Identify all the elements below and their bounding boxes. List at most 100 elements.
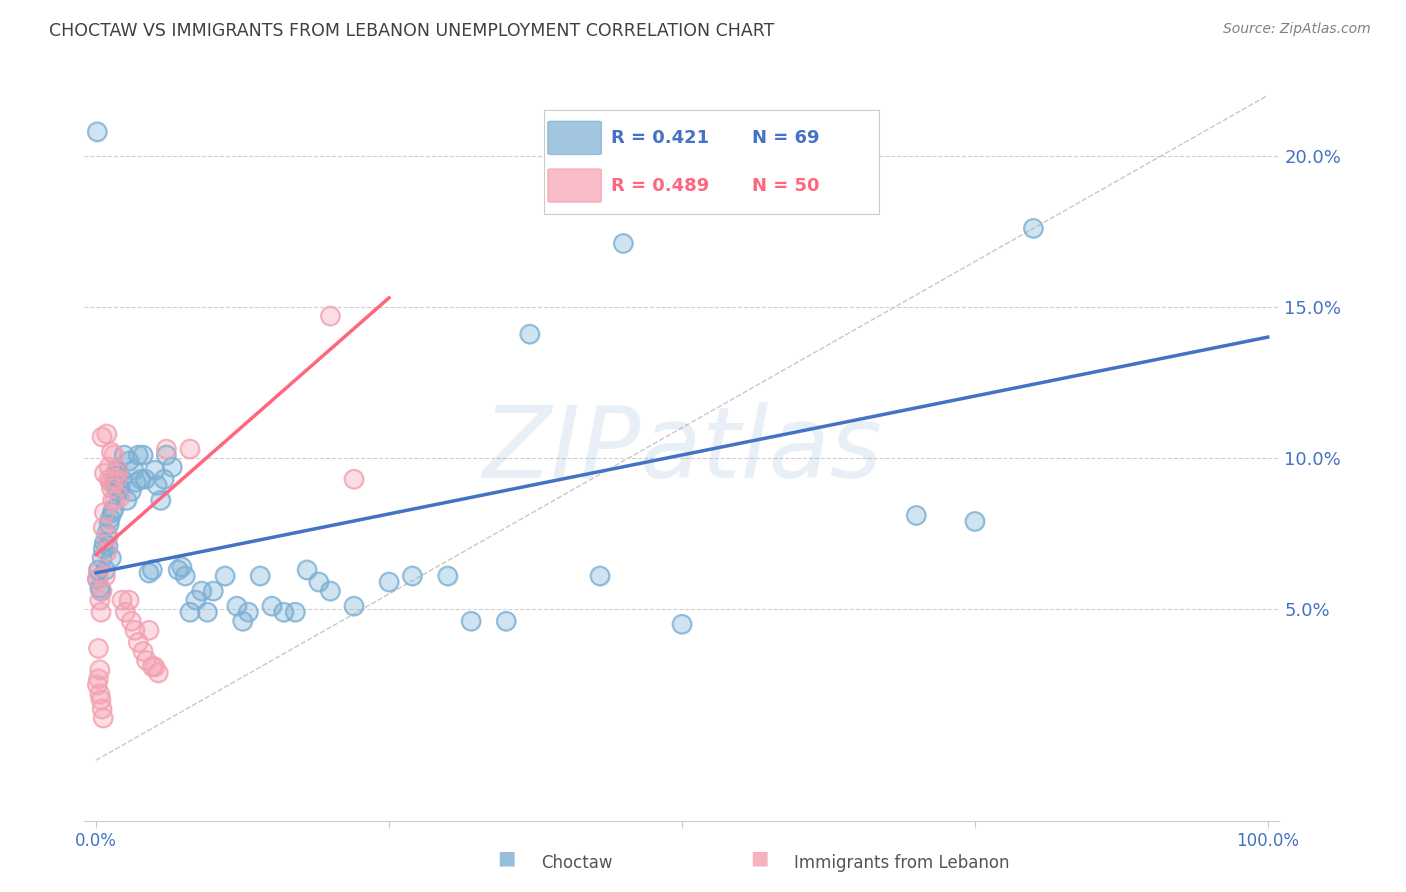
- Point: [146, 478, 169, 492]
- Point: [97, 539, 120, 553]
- Point: [90, 702, 114, 716]
- Text: ■: ■: [496, 849, 516, 868]
- Point: [319, 309, 342, 323]
- Point: [155, 448, 177, 462]
- Point: [138, 624, 160, 638]
- Point: [138, 566, 160, 580]
- Point: [202, 584, 225, 599]
- Point: [190, 584, 212, 599]
- Point: [90, 550, 114, 565]
- Point: [125, 475, 148, 490]
- Point: [105, 472, 128, 486]
- Point: [104, 478, 127, 492]
- Point: [97, 530, 120, 544]
- Point: [105, 466, 127, 480]
- Point: [105, 469, 127, 483]
- Point: [107, 463, 129, 477]
- Point: [149, 493, 172, 508]
- Point: [104, 493, 127, 508]
- Point: [184, 593, 207, 607]
- Point: [401, 569, 423, 583]
- Point: [170, 559, 193, 574]
- Point: [91, 541, 114, 556]
- Point: [495, 614, 517, 628]
- Point: [589, 569, 612, 583]
- Point: [519, 327, 541, 342]
- Point: [132, 644, 155, 658]
- Point: [115, 493, 138, 508]
- Point: [225, 599, 247, 613]
- Point: [162, 460, 183, 475]
- Point: [132, 448, 155, 462]
- Point: [97, 530, 120, 544]
- Point: [127, 448, 149, 462]
- Point: [114, 605, 136, 619]
- Point: [91, 520, 114, 534]
- Point: [343, 599, 366, 613]
- Point: [343, 472, 366, 486]
- Point: [125, 475, 148, 490]
- Point: [103, 502, 125, 516]
- Point: [86, 572, 108, 586]
- Point: [98, 472, 120, 486]
- Point: [86, 125, 108, 139]
- Point: [105, 463, 128, 477]
- Point: [127, 635, 149, 649]
- Point: [91, 520, 114, 534]
- Point: [90, 605, 112, 619]
- Point: [98, 460, 120, 475]
- Point: [90, 584, 112, 599]
- Text: Source: ZipAtlas.com: Source: ZipAtlas.com: [1223, 22, 1371, 37]
- Point: [91, 711, 114, 725]
- Point: [184, 593, 207, 607]
- Point: [308, 574, 330, 589]
- Point: [153, 472, 176, 486]
- Point: [671, 617, 693, 632]
- Point: [108, 481, 131, 495]
- Point: [107, 463, 129, 477]
- Point: [378, 574, 401, 589]
- Point: [214, 569, 236, 583]
- Point: [89, 687, 111, 701]
- Point: [129, 472, 152, 486]
- Point: [100, 481, 122, 495]
- Point: [120, 484, 142, 499]
- Point: [260, 599, 283, 613]
- Point: [963, 515, 986, 529]
- Text: ■: ■: [749, 849, 769, 868]
- Point: [162, 460, 183, 475]
- Point: [141, 563, 163, 577]
- Point: [127, 448, 149, 462]
- Point: [98, 511, 121, 525]
- Point: [93, 466, 115, 480]
- Point: [89, 687, 111, 701]
- Point: [179, 442, 201, 456]
- Point: [141, 563, 163, 577]
- Point: [138, 566, 160, 580]
- Point: [104, 493, 127, 508]
- Point: [519, 327, 541, 342]
- Point: [460, 614, 482, 628]
- Point: [273, 605, 295, 619]
- Point: [141, 659, 163, 673]
- Point: [153, 472, 176, 486]
- Point: [101, 493, 124, 508]
- Point: [174, 569, 197, 583]
- Point: [122, 463, 145, 477]
- Point: [98, 475, 121, 490]
- Point: [100, 550, 122, 565]
- Point: [103, 472, 125, 486]
- Point: [1022, 221, 1045, 235]
- Point: [179, 442, 201, 456]
- Point: [122, 463, 145, 477]
- Point: [111, 472, 134, 486]
- Point: [96, 526, 118, 541]
- Point: [295, 563, 318, 577]
- Point: [93, 505, 115, 519]
- Point: [124, 624, 146, 638]
- Point: [94, 563, 117, 577]
- Point: [436, 569, 458, 583]
- Point: [120, 614, 142, 628]
- Point: [96, 544, 118, 558]
- Point: [87, 641, 110, 656]
